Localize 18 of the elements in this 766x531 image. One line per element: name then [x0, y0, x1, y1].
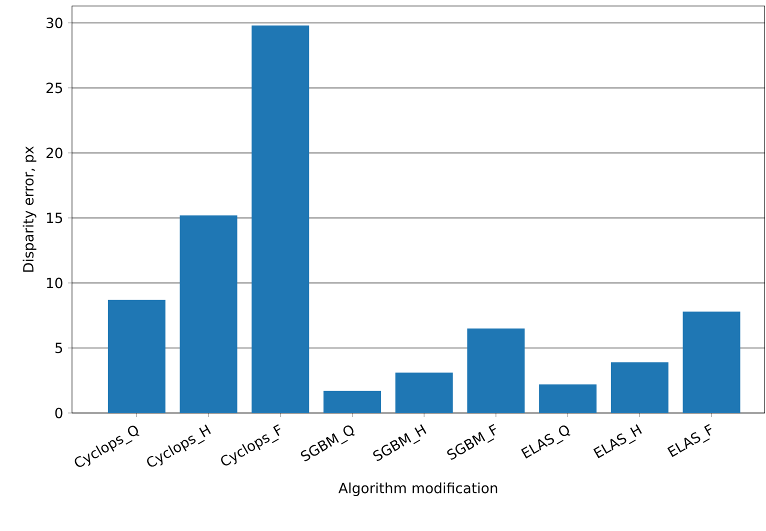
y-axis-title: Disparity error, px: [22, 146, 36, 272]
y-tick-label: 20: [46, 148, 62, 158]
y-tick-label: 0: [55, 408, 62, 418]
bar: [467, 328, 525, 413]
y-tick-label: 5: [55, 342, 62, 354]
bar: [395, 372, 453, 413]
bar: [323, 390, 381, 413]
y-tick-label: 25: [46, 82, 62, 94]
y-tick-label: 10: [47, 278, 62, 288]
x-axis-title: Algorithm modification: [338, 482, 498, 496]
bar: [180, 215, 238, 413]
bar: [539, 384, 597, 413]
y-tick-label: 30: [46, 18, 62, 28]
bar: [108, 300, 166, 413]
bar: [610, 362, 668, 413]
bar: [252, 25, 310, 413]
y-tick-label: 15: [47, 212, 62, 224]
bar: [682, 312, 740, 413]
